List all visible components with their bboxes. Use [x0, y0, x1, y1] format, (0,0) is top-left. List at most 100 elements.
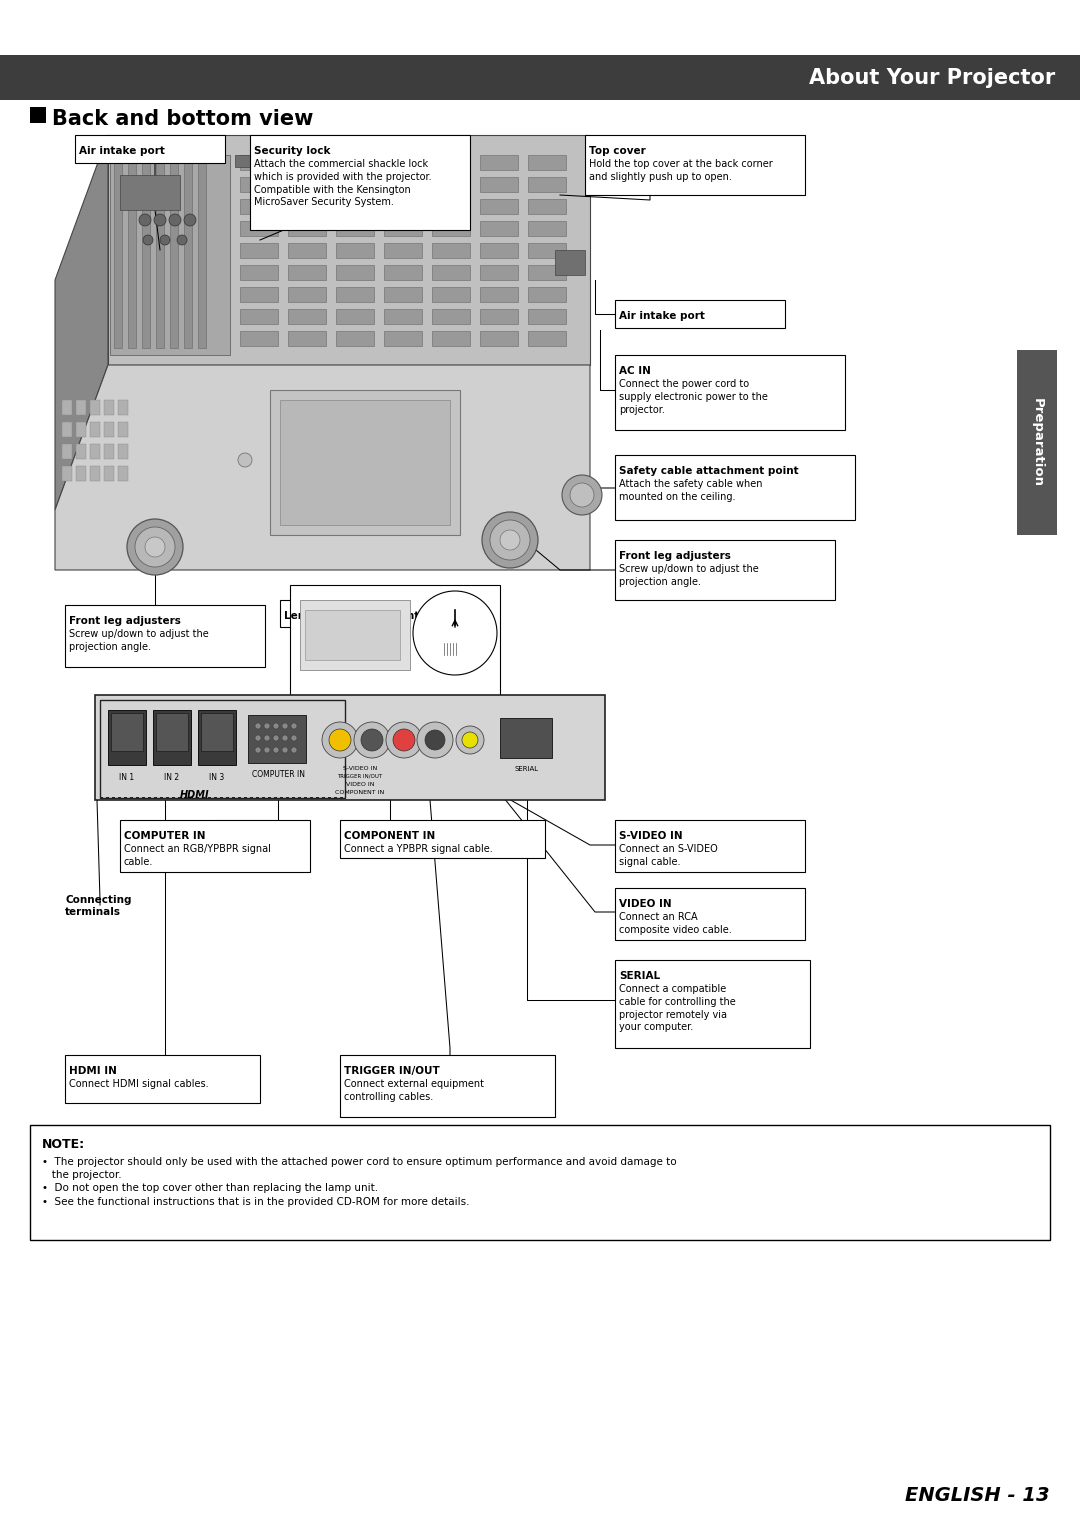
Bar [288, 331, 326, 347]
Text: COMPONENT IN: COMPONENT IN [345, 831, 435, 841]
Text: Connect a compatible
cable for controlling the
projector remotely via
your compu: Connect a compatible cable for controlli… [619, 983, 735, 1032]
Text: Screw up/down to adjust the
projection angle.: Screw up/down to adjust the projection a… [69, 629, 208, 652]
Bar [118, 444, 129, 460]
Circle shape [282, 734, 288, 741]
Text: S-VIDEO IN: S-VIDEO IN [619, 831, 683, 841]
Text: TRIGGER IN/OUT: TRIGGER IN/OUT [337, 774, 382, 779]
Bar [240, 156, 278, 169]
Bar [528, 243, 566, 258]
Circle shape [393, 728, 415, 751]
Text: Connect a YPBPR signal cable.: Connect a YPBPR signal cable. [345, 844, 492, 854]
Bar [336, 308, 374, 324]
Text: IN 2: IN 2 [164, 773, 179, 782]
Bar [240, 177, 278, 192]
Bar [288, 199, 326, 214]
Bar [129, 160, 136, 348]
Text: Lens cover attachment hole: Lens cover attachment hole [284, 611, 448, 621]
Circle shape [282, 722, 288, 728]
Bar [240, 221, 278, 237]
Bar [280, 600, 475, 628]
Text: Safety cable attachment point: Safety cable attachment point [619, 466, 798, 476]
Text: Front leg adjusters: Front leg adjusters [619, 551, 731, 560]
Bar [120, 820, 310, 872]
Circle shape [255, 747, 261, 753]
Circle shape [291, 747, 297, 753]
Bar [65, 605, 265, 667]
Bar [120, 176, 180, 211]
Bar [555, 250, 585, 275]
Text: Air intake port: Air intake port [79, 147, 165, 156]
Bar [528, 199, 566, 214]
Bar [384, 266, 422, 279]
Text: Hold the top cover at the back corner
and slightly push up to open.: Hold the top cover at the back corner an… [589, 159, 773, 182]
Bar [104, 400, 114, 415]
Bar [76, 400, 86, 415]
Bar [288, 156, 326, 169]
Circle shape [413, 591, 497, 675]
Bar [288, 177, 326, 192]
Circle shape [154, 214, 166, 226]
Bar [104, 444, 114, 460]
Bar [118, 466, 129, 481]
Text: ENGLISH - 13: ENGLISH - 13 [905, 1486, 1050, 1506]
Bar [480, 156, 518, 169]
Bar [198, 160, 206, 348]
Circle shape [482, 512, 538, 568]
Bar [104, 466, 114, 481]
Bar [1017, 350, 1057, 534]
Bar [240, 287, 278, 302]
Text: Connect external equipment
controlling cables.: Connect external equipment controlling c… [345, 1080, 484, 1102]
Bar [240, 331, 278, 347]
Bar [432, 266, 470, 279]
Circle shape [354, 722, 390, 757]
Bar [384, 308, 422, 324]
Bar [500, 718, 552, 757]
Text: Connect an RGB/YPBPR signal
cable.: Connect an RGB/YPBPR signal cable. [124, 844, 271, 867]
Text: Connecting
terminals: Connecting terminals [65, 895, 132, 918]
Bar [615, 299, 785, 328]
Text: Front leg adjusters: Front leg adjusters [69, 615, 180, 626]
Bar [432, 308, 470, 324]
Text: COMPUTER IN: COMPUTER IN [252, 770, 305, 779]
Bar [76, 421, 86, 437]
Bar [432, 243, 470, 258]
Circle shape [255, 734, 261, 741]
Circle shape [291, 722, 297, 728]
Circle shape [361, 728, 383, 751]
Circle shape [135, 527, 175, 567]
Circle shape [143, 235, 153, 244]
Text: Air intake port: Air intake port [619, 312, 705, 321]
Bar [62, 466, 72, 481]
Bar [384, 156, 422, 169]
Circle shape [562, 475, 602, 515]
Bar [615, 541, 835, 600]
Bar [615, 889, 805, 941]
Circle shape [417, 722, 453, 757]
Bar [336, 243, 374, 258]
Bar [384, 221, 422, 237]
Polygon shape [55, 365, 590, 570]
Text: SERIAL: SERIAL [515, 767, 539, 773]
Bar [111, 713, 143, 751]
Bar [336, 287, 374, 302]
Text: COMPONENT IN: COMPONENT IN [336, 789, 384, 796]
Text: TRIGGER IN/OUT: TRIGGER IN/OUT [345, 1066, 440, 1077]
Bar [95, 695, 605, 800]
Bar [90, 400, 100, 415]
Bar [336, 156, 374, 169]
Bar [62, 444, 72, 460]
Bar [62, 421, 72, 437]
Bar [432, 177, 470, 192]
Bar [480, 243, 518, 258]
Text: Preparation: Preparation [1030, 399, 1043, 487]
Text: IN 3: IN 3 [210, 773, 225, 782]
Bar [90, 444, 100, 460]
Bar [585, 134, 805, 195]
Bar [90, 421, 100, 437]
Polygon shape [55, 134, 108, 510]
Bar [528, 308, 566, 324]
Bar [432, 221, 470, 237]
Text: NOTE:: NOTE: [42, 1138, 85, 1151]
Bar [432, 156, 470, 169]
Bar [240, 243, 278, 258]
